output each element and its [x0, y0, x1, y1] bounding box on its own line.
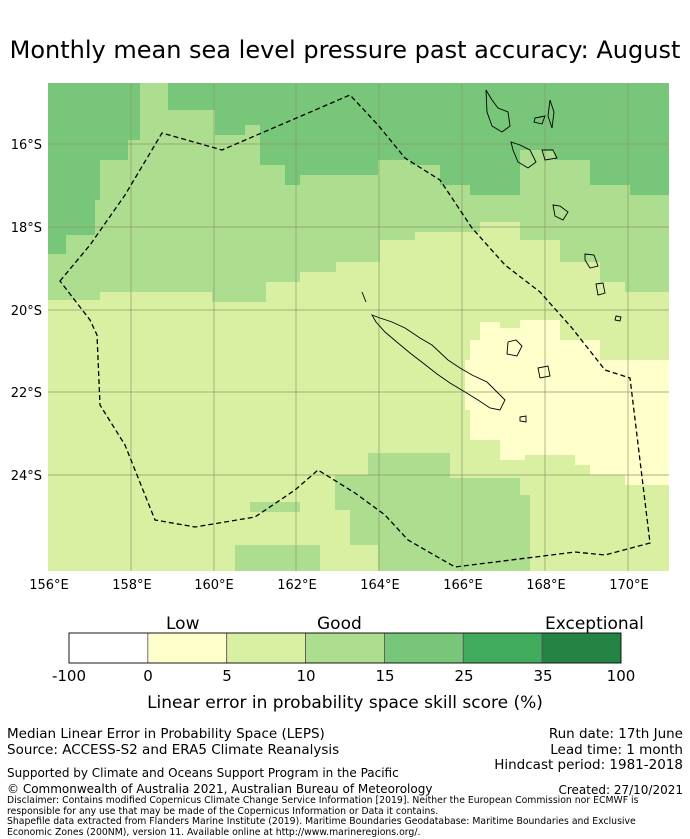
colorbar-segment — [384, 632, 464, 664]
lon-label: 162°E — [277, 578, 317, 593]
lon-label: 170°E — [609, 578, 649, 593]
colorbar-segment — [68, 632, 149, 664]
lat-label: 24°S — [11, 469, 42, 484]
lon-label: 166°E — [443, 578, 483, 593]
colorbar-tick: 100 — [606, 667, 636, 685]
category-exceptional: Exceptional — [545, 614, 644, 634]
lon-label: 164°E — [360, 578, 400, 593]
hindcast-period: Hindcast period: 1981-2018 — [494, 757, 683, 773]
colorbar-segment — [305, 632, 385, 664]
colorbar — [68, 632, 622, 664]
lon-label: 160°E — [194, 578, 234, 593]
created-date: Created: 27/10/2021 — [558, 783, 683, 797]
loyalty-islands-outline — [506, 339, 523, 357]
vanuatu-outline — [485, 89, 511, 133]
colorbar-segment — [226, 632, 306, 664]
copyright-text: © Commonwealth of Australia 2021, Austra… — [7, 782, 433, 796]
colorbar-tick: 5 — [222, 667, 232, 685]
colorbar-tick: 35 — [533, 667, 553, 685]
disclaimer-text: Disclaimer: Contains modified Copernicus… — [7, 795, 639, 838]
category-good: Good — [317, 614, 362, 634]
eez-boundary — [59, 94, 651, 568]
colorbar-tick: -100 — [51, 667, 87, 685]
lon-label: 156°E — [29, 578, 69, 593]
colorbar-frame — [68, 632, 622, 664]
lat-label: 18°S — [11, 221, 42, 236]
colorbar-tick: 15 — [375, 667, 395, 685]
map-title: Monthly mean sea level pressure past acc… — [9, 36, 681, 64]
colorbar-segment — [462, 632, 543, 664]
graticule — [48, 83, 669, 571]
new-caledonia-outline — [370, 314, 506, 411]
lon-label: 168°E — [526, 578, 566, 593]
skill-field — [48, 83, 669, 571]
leps-description: Median Linear Error in Probability Space… — [7, 726, 325, 742]
lon-label: 158°E — [112, 578, 152, 593]
support-text: Supported by Climate and Oceans Support … — [7, 766, 399, 780]
run-date: Run date: 17th June — [548, 726, 683, 742]
colorbar-tick: 0 — [143, 667, 153, 685]
category-low: Low — [166, 614, 200, 634]
colorbar-segment — [541, 632, 622, 664]
source-text: Source: ACCESS-S2 and ERA5 Climate Reana… — [7, 742, 340, 758]
colorbar-segment — [147, 632, 228, 664]
colorbar-title: Linear error in probability space skill … — [147, 693, 543, 713]
lat-label: 20°S — [11, 304, 42, 319]
colorbar-tick: 10 — [296, 667, 316, 685]
colorbar-tick: 25 — [454, 667, 474, 685]
lat-label: 16°S — [11, 138, 42, 153]
lat-label: 22°S — [11, 386, 42, 401]
lead-time: Lead time: 1 month — [550, 742, 683, 758]
